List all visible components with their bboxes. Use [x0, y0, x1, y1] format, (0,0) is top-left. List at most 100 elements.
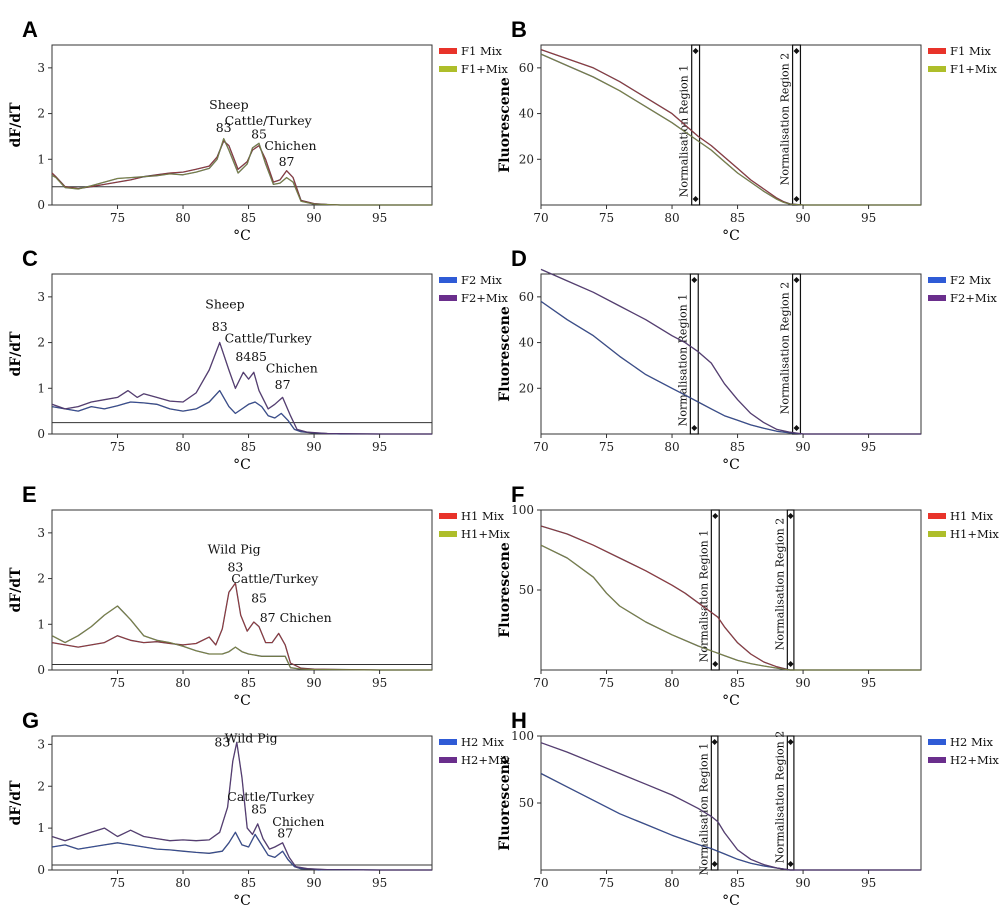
legend-swatch: [928, 48, 946, 54]
normalisation-region-1: [710, 509, 720, 671]
x-axis-label: °C: [722, 457, 740, 473]
y-tick-label: 20: [519, 381, 534, 395]
x-tick-label: 80: [175, 440, 190, 454]
y-tick-label: 2: [37, 336, 45, 350]
peak-annotation: 83: [214, 734, 230, 749]
x-tick-label: 90: [306, 211, 321, 225]
peak-annotation: 87: [279, 154, 295, 169]
x-tick-label: 80: [175, 876, 190, 890]
y-axis-label: dF/dT: [8, 567, 24, 613]
plot-frame: [51, 44, 433, 206]
x-tick-label: 90: [795, 876, 810, 890]
region-handle-icon: [711, 739, 718, 745]
peak-annotation: 85: [251, 127, 267, 142]
peak-annotation: Chichen: [264, 138, 316, 153]
x-axis-label: °C: [722, 893, 740, 909]
y-tick-label: 1: [37, 152, 45, 166]
legend-label: H2 Mix: [950, 735, 993, 749]
peak-annotation: Sheep: [205, 296, 244, 311]
peak-annotation: Cattle/Turkey: [227, 789, 315, 804]
x-tick-label: 90: [795, 440, 810, 454]
legend-label: F2+Mix: [461, 291, 508, 305]
y-tick-label: 60: [519, 61, 534, 75]
x-tick-label: 85: [241, 676, 256, 690]
series-line-tint-1: [540, 525, 921, 671]
region-handle-icon: [712, 513, 719, 519]
y-tick-label: 3: [37, 290, 45, 304]
y-tick-label: 50: [519, 796, 534, 810]
legend-label: H1 Mix: [950, 509, 993, 523]
legend-label: F1 Mix: [950, 44, 991, 58]
panel-label: G: [22, 708, 39, 733]
legend-swatch: [439, 295, 457, 301]
legend-swatch: [928, 531, 946, 537]
region-handle-icon: [793, 425, 800, 431]
y-axis-label: Fluorescene: [497, 77, 513, 173]
peak-annotation: Chichen: [272, 814, 324, 829]
legend-label: H2+Mix: [461, 753, 510, 767]
y-axis-label: dF/dT: [8, 102, 24, 148]
legend-swatch: [928, 513, 946, 519]
y-tick-label: 1: [37, 381, 45, 395]
plot-frame: [51, 273, 433, 435]
legend-swatch: [439, 277, 457, 283]
peak-annotation: Cattle/Turkey: [225, 113, 313, 128]
region-handle-icon: [787, 739, 794, 745]
region-label: Normalisation Region 1: [697, 530, 710, 662]
y-tick-label: 0: [37, 198, 45, 212]
y-axis-label: dF/dT: [8, 780, 24, 826]
peak-annotation: Chichen: [266, 360, 318, 375]
x-tick-label: 95: [861, 876, 876, 890]
region-label: Normalisation Region 2: [779, 53, 792, 185]
y-axis-label: Fluorescene: [497, 542, 513, 638]
x-tick-label: 75: [599, 211, 614, 225]
region-label: Normalisation Region 1: [676, 294, 689, 426]
region-handle-icon: [691, 425, 698, 431]
plot-frame: [540, 735, 922, 871]
legend-swatch: [439, 739, 457, 745]
peak-annotation: Cattle/Turkey: [225, 331, 313, 346]
x-tick-label: 80: [664, 876, 679, 890]
peak-annotation: 83: [212, 319, 228, 334]
legend-swatch: [928, 277, 946, 283]
x-tick-label: 80: [664, 440, 679, 454]
x-axis-label: °C: [233, 457, 251, 473]
legend-label: H1+Mix: [461, 527, 510, 541]
x-tick-label: 90: [795, 211, 810, 225]
y-tick-label: 0: [37, 427, 45, 441]
legend-swatch: [928, 739, 946, 745]
region-handle-icon: [787, 661, 794, 667]
x-tick-label: 85: [730, 676, 745, 690]
y-tick-label: 2: [37, 572, 45, 586]
peak-annotation: 85: [251, 590, 267, 605]
x-tick-label: 90: [795, 676, 810, 690]
x-tick-label: 70: [533, 876, 548, 890]
x-tick-label: 75: [110, 440, 125, 454]
legend-label: F1+Mix: [461, 62, 508, 76]
panel-label: H: [511, 708, 527, 733]
legend-swatch: [928, 757, 946, 763]
legend-label: F1+Mix: [950, 62, 997, 76]
x-tick-label: 70: [533, 676, 548, 690]
panel-label: E: [22, 482, 37, 507]
region-handle-icon: [793, 277, 800, 283]
legend-swatch: [439, 66, 457, 72]
legend-label: F2 Mix: [950, 273, 991, 287]
x-tick-label: 85: [241, 876, 256, 890]
plot-frame: [540, 509, 922, 671]
legend-label: H1 Mix: [461, 509, 504, 523]
y-axis-label: dF/dT: [8, 331, 24, 377]
y-tick-label: 2: [37, 779, 45, 793]
peak-annotation: Wild Pig: [225, 730, 278, 745]
normalisation-region-1: [710, 735, 719, 871]
y-tick-label: 1: [37, 617, 45, 631]
x-tick-label: 75: [599, 876, 614, 890]
peak-annotation: 85: [251, 349, 267, 364]
panel-e: E 75 80 85 90 95 0 1 2 3 °C dF/dT H1 Mix H1+Mix Wild P…: [8, 482, 510, 709]
legend-swatch: [928, 295, 946, 301]
x-tick-label: 85: [730, 211, 745, 225]
panel-h: H Normalisation Region 1 Normalisation Reg…: [497, 708, 999, 909]
plot-frame: [540, 44, 922, 206]
